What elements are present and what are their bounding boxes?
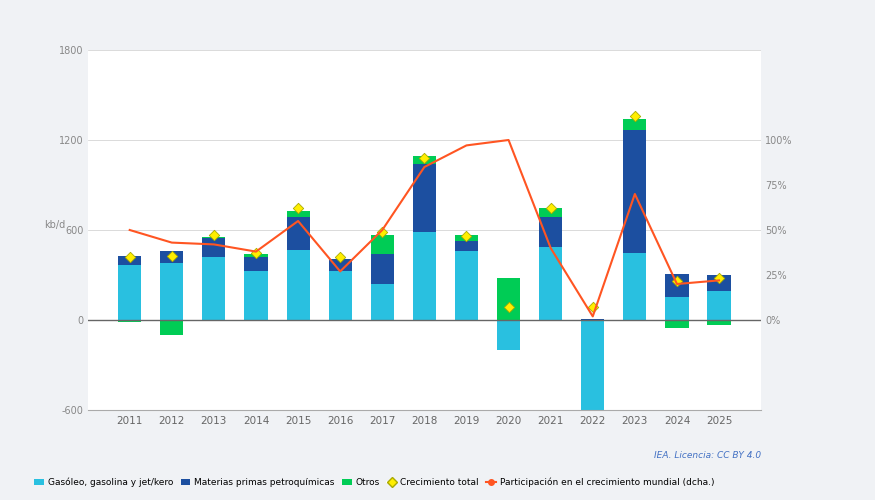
Bar <box>623 130 647 252</box>
Bar <box>539 216 563 246</box>
Point <box>249 248 263 256</box>
Bar <box>118 256 141 264</box>
Point <box>543 204 557 212</box>
Bar <box>371 254 394 284</box>
Bar <box>497 320 520 350</box>
Bar <box>329 270 352 320</box>
Bar <box>286 216 310 250</box>
Point <box>206 230 220 238</box>
Bar <box>413 232 436 320</box>
Bar <box>160 320 184 335</box>
Bar <box>581 320 605 413</box>
Bar <box>202 257 226 320</box>
Bar <box>497 278 520 320</box>
Bar <box>539 246 563 320</box>
Bar <box>118 320 141 322</box>
Bar <box>286 250 310 320</box>
Bar <box>202 237 226 238</box>
Bar <box>455 251 478 320</box>
Point <box>670 277 684 285</box>
Point <box>459 232 473 240</box>
Bar <box>665 274 689 296</box>
Bar <box>665 320 689 328</box>
Bar <box>160 251 184 263</box>
Bar <box>708 291 731 320</box>
Bar <box>708 320 731 324</box>
Bar <box>665 296 689 320</box>
Bar <box>413 156 436 164</box>
Bar <box>244 254 268 257</box>
Point <box>712 274 726 282</box>
Bar <box>244 257 268 270</box>
Bar <box>371 284 394 320</box>
Point <box>123 253 136 261</box>
Bar <box>329 258 352 270</box>
Bar <box>371 234 394 254</box>
Bar <box>623 119 647 130</box>
Legend: Gasóleo, gasolina y jet/kero, Materias primas petroquímicas, Otros, Crecimiento : Gasóleo, gasolina y jet/kero, Materias p… <box>31 474 717 490</box>
Bar <box>286 210 310 216</box>
Text: IEA. Licencia: CC BY 4.0: IEA. Licencia: CC BY 4.0 <box>654 451 761 460</box>
Bar <box>244 270 268 320</box>
Point <box>291 204 305 212</box>
Point <box>585 302 599 310</box>
Bar <box>202 238 226 257</box>
Bar <box>708 275 731 291</box>
Bar <box>118 264 141 320</box>
Point <box>628 112 642 120</box>
Bar <box>455 240 478 251</box>
Point <box>501 302 515 310</box>
Bar <box>539 208 563 216</box>
Bar <box>160 263 184 320</box>
Point <box>164 252 178 260</box>
Point <box>333 253 347 261</box>
Point <box>417 154 431 162</box>
Bar <box>455 236 478 240</box>
Bar <box>623 252 647 320</box>
Bar <box>413 164 436 232</box>
Y-axis label: kb/d: kb/d <box>44 220 65 230</box>
Point <box>375 228 389 235</box>
Bar <box>581 318 605 320</box>
